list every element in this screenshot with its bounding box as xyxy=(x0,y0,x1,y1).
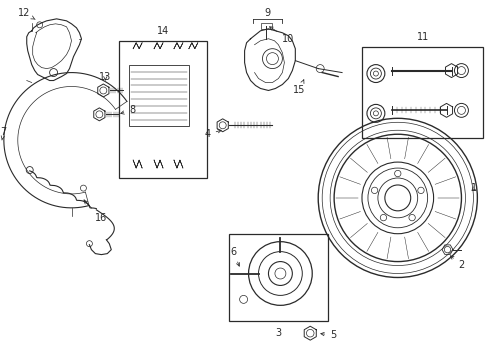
Bar xyxy=(261,23,272,29)
Text: 6: 6 xyxy=(230,247,240,266)
Text: 13: 13 xyxy=(99,72,111,82)
Text: 12: 12 xyxy=(18,8,35,19)
Text: 16: 16 xyxy=(84,201,107,223)
Text: 10: 10 xyxy=(270,27,294,44)
Text: 1: 1 xyxy=(471,183,478,193)
Text: 5: 5 xyxy=(321,330,337,340)
Text: 2: 2 xyxy=(450,256,465,270)
Text: 7: 7 xyxy=(0,127,7,140)
Text: 9: 9 xyxy=(265,8,270,18)
Text: 4: 4 xyxy=(205,129,221,139)
Bar xyxy=(229,234,328,321)
Text: 11: 11 xyxy=(416,32,429,42)
Text: 3: 3 xyxy=(275,328,281,338)
Bar xyxy=(119,41,207,178)
Text: 15: 15 xyxy=(293,80,305,95)
Text: 14: 14 xyxy=(157,26,169,36)
Text: 8: 8 xyxy=(121,105,135,115)
Bar xyxy=(362,47,483,138)
Bar xyxy=(129,64,189,126)
